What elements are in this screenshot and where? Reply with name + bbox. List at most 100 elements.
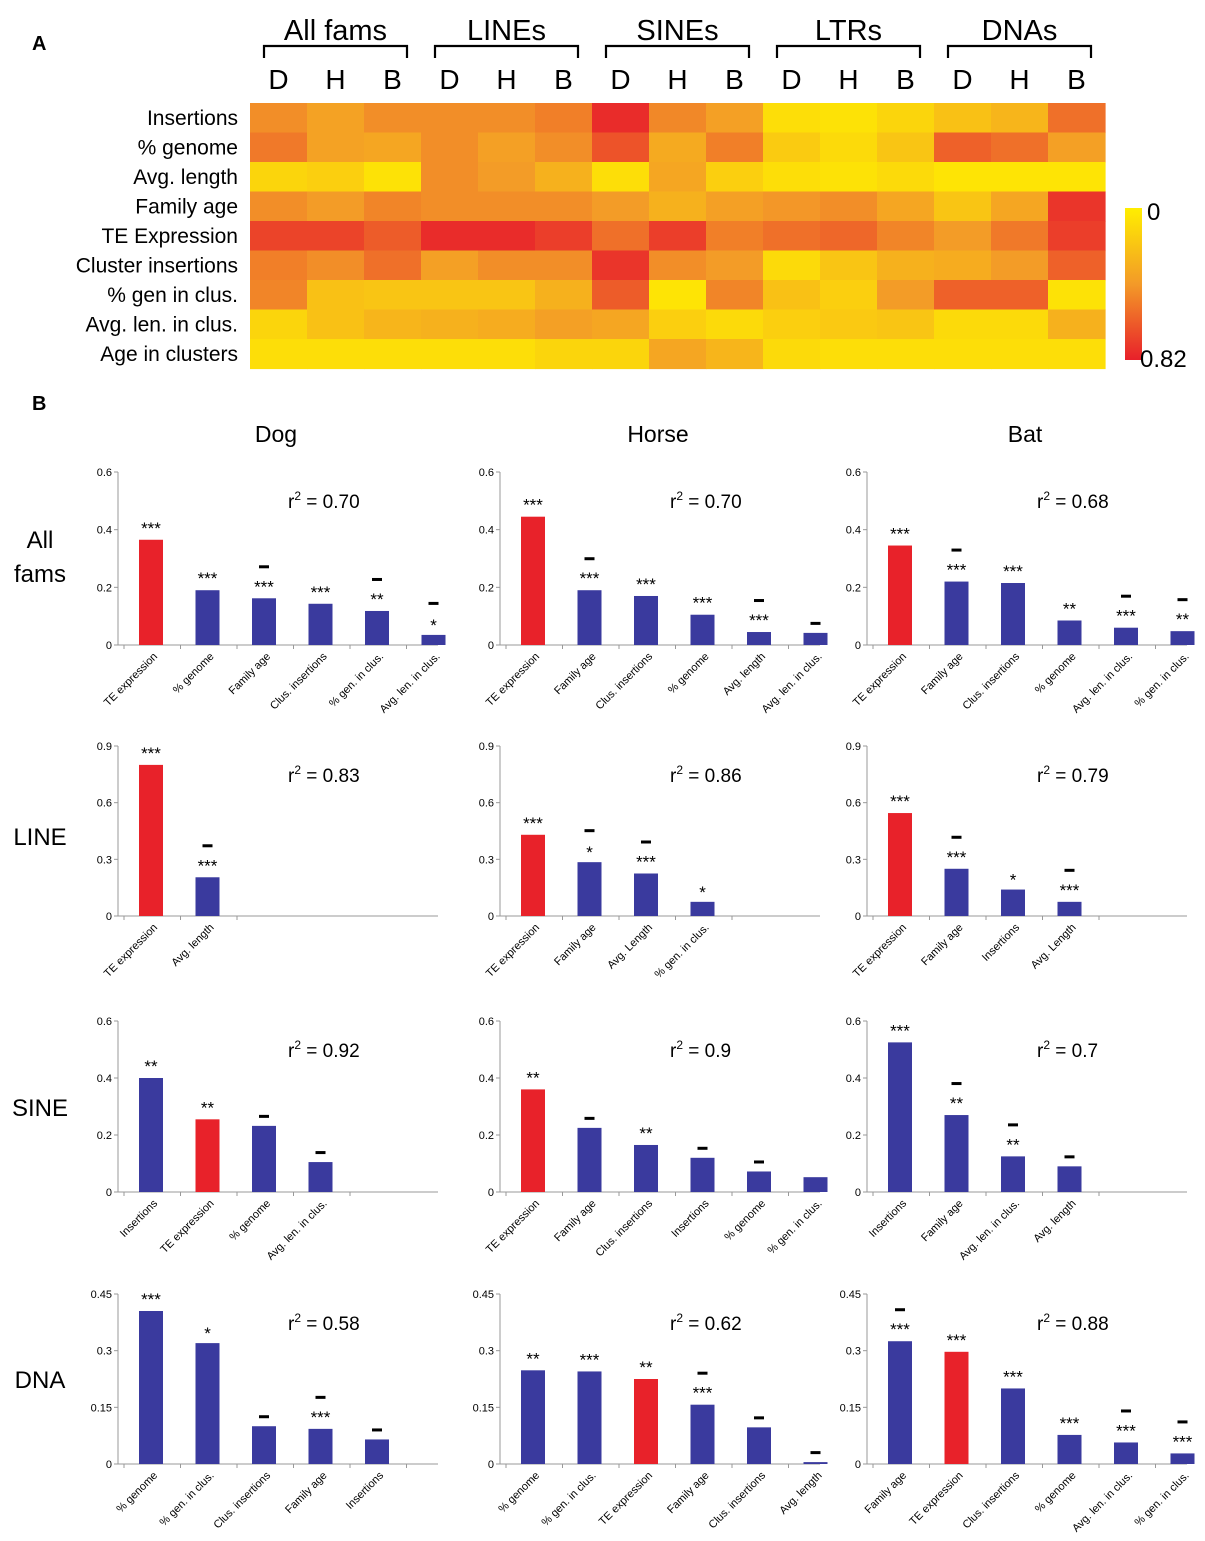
heatmap-cell — [820, 103, 878, 134]
bar — [252, 1125, 276, 1192]
heatmap-cell — [307, 162, 365, 193]
heatmap-cell — [592, 103, 650, 134]
y-tick-label: 0.3 — [846, 1346, 861, 1358]
y-tick-label: 0.6 — [97, 798, 112, 810]
r-squared-label: r2 = 0.68 — [1037, 489, 1109, 513]
heatmap-column-label: B — [554, 64, 573, 95]
heatmap-cell — [364, 103, 422, 134]
significance-label: *** — [1116, 1421, 1136, 1440]
bar-category-label: % genome — [171, 651, 217, 697]
bar-category-label: Insertions — [867, 1197, 910, 1240]
significance-label: ** — [1063, 599, 1077, 618]
heatmap-cell — [250, 339, 308, 370]
bar — [1057, 620, 1082, 645]
negative-effect-mark — [372, 577, 382, 581]
bar — [521, 834, 545, 916]
colorbar-max-label: 0.82 — [1140, 346, 1187, 373]
heatmap-cell — [592, 191, 650, 222]
heatmap-cell — [250, 221, 308, 252]
negative-effect-mark — [951, 548, 962, 552]
y-tick-label: 0 — [106, 640, 112, 652]
significance-label: * — [1010, 871, 1017, 890]
heatmap-cell — [763, 162, 821, 193]
heatmap-cell — [877, 309, 935, 340]
significance-label: *** — [947, 1331, 967, 1350]
heatmap-cell — [421, 309, 479, 340]
heatmap-cell — [364, 191, 422, 222]
heatmap-cell — [991, 191, 1049, 222]
bar-category-label: % gen. in clus. — [653, 922, 712, 981]
y-tick-label: 0 — [106, 1459, 112, 1471]
colorbar-min-label: 0 — [1147, 199, 1160, 226]
heatmap-cell — [307, 339, 365, 370]
heatmap-cell — [877, 250, 935, 281]
bar — [1001, 1156, 1025, 1192]
bar-category-label: TE expression — [484, 1198, 542, 1256]
heatmap-cell — [307, 103, 365, 134]
bar — [888, 1042, 912, 1192]
r-squared-superscript: 2 — [1043, 489, 1050, 503]
significance-label: *** — [1003, 1367, 1023, 1386]
bar — [888, 813, 912, 916]
bar — [747, 1427, 771, 1464]
heatmap-cell — [1048, 162, 1106, 193]
heatmap-cell — [421, 162, 479, 193]
significance-label: ** — [639, 1124, 653, 1143]
negative-effect-mark — [1064, 868, 1075, 872]
bar-category-label: Insertions — [344, 1469, 387, 1512]
heatmap-row-label: % genome — [138, 136, 238, 159]
bar-category-label: Avg. Length — [605, 922, 655, 972]
column-title: Bat — [1008, 421, 1043, 447]
heatmap-cell — [706, 132, 764, 163]
heatmap-cell — [763, 103, 821, 134]
r-squared-value: = 0.86 — [683, 766, 742, 787]
significance-label: *** — [523, 814, 543, 833]
bar — [803, 1462, 828, 1464]
heatmap-cell — [991, 309, 1049, 340]
bar-category-label: Avg. len. in clus. — [1070, 651, 1135, 716]
bar — [577, 1371, 602, 1464]
heatmap-cell — [592, 250, 650, 281]
significance-label: *** — [198, 856, 218, 875]
negative-effect-mark — [202, 844, 213, 848]
heatmap-group-bracket — [775, 44, 922, 58]
bar — [308, 1428, 333, 1464]
heatmap-column-label: D — [610, 64, 630, 95]
heatmap-cell — [934, 339, 992, 370]
bar-category-label: Clus. insertions — [706, 1469, 768, 1531]
negative-effect-mark — [951, 835, 962, 839]
bar — [690, 901, 715, 916]
panel-b-label: B — [32, 393, 46, 415]
bar — [577, 1127, 602, 1192]
significance-label: *** — [1173, 1432, 1193, 1451]
heatmap-cell — [1048, 339, 1106, 370]
significance-label: ** — [950, 1094, 964, 1113]
heatmap-row-label: TE Expression — [101, 225, 238, 248]
bar-panel: 0 0.2 0.4 0.6 *** Insertions ** Family age ** Avg… — [846, 1016, 1187, 1263]
heatmap-cell — [934, 280, 992, 311]
r-squared-symbol: r — [670, 1314, 677, 1335]
heatmap-row-label: Age in clusters — [100, 343, 238, 366]
y-tick-label: 0 — [855, 1187, 861, 1199]
heatmap-cell — [763, 132, 821, 163]
significance-label: *** — [890, 792, 910, 811]
bar — [577, 590, 602, 645]
heatmap-cell — [421, 280, 479, 311]
y-tick-label: 0 — [855, 911, 861, 923]
heatmap-cell — [364, 221, 422, 252]
significance-label: *** — [636, 853, 656, 872]
heatmap-cell — [592, 339, 650, 370]
significance-label: *** — [141, 519, 161, 538]
heatmap-group-bracket — [604, 44, 751, 58]
heatmap-cell — [250, 280, 308, 311]
r-squared-superscript: 2 — [294, 1311, 301, 1325]
bar — [690, 1404, 715, 1464]
heatmap-cell — [1048, 280, 1106, 311]
r-squared-label: r2 = 0.7 — [1037, 1038, 1098, 1062]
bar — [803, 632, 828, 645]
heatmap-cell — [649, 103, 707, 134]
bar-category-label: Insertions — [980, 921, 1023, 964]
y-tick-label: 0.6 — [97, 467, 112, 479]
bar — [252, 1426, 276, 1464]
heatmap-column-label: B — [383, 64, 402, 95]
